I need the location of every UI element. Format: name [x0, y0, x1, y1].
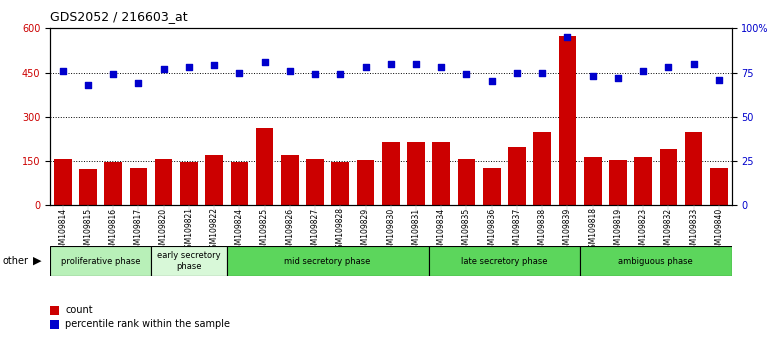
- Point: [486, 79, 498, 84]
- Bar: [226, 246, 429, 276]
- Bar: [660, 149, 678, 205]
- Bar: [281, 155, 299, 205]
- Point: [410, 61, 422, 67]
- Text: ambiguous phase: ambiguous phase: [618, 257, 693, 266]
- Point: [536, 70, 548, 75]
- Text: percentile rank within the sample: percentile rank within the sample: [65, 319, 230, 329]
- Text: proliferative phase: proliferative phase: [61, 257, 140, 266]
- Text: GSM109833: GSM109833: [689, 207, 698, 254]
- Point: [208, 63, 220, 68]
- Text: GSM109822: GSM109822: [209, 207, 219, 253]
- Text: late secretory phase: late secretory phase: [461, 257, 547, 266]
- Bar: [104, 162, 122, 205]
- Bar: [609, 160, 627, 205]
- Bar: [129, 167, 147, 205]
- Bar: [558, 36, 576, 205]
- Bar: [357, 160, 374, 205]
- Point: [259, 59, 271, 65]
- Point: [82, 82, 94, 88]
- Bar: [155, 159, 172, 205]
- Text: count: count: [65, 305, 93, 315]
- Bar: [429, 246, 580, 276]
- Bar: [508, 147, 526, 205]
- Text: GSM109836: GSM109836: [487, 207, 496, 254]
- Text: GSM109818: GSM109818: [588, 207, 598, 253]
- Bar: [382, 142, 400, 205]
- Text: GSM109831: GSM109831: [411, 207, 420, 253]
- Bar: [50, 246, 151, 276]
- Text: GDS2052 / 216603_at: GDS2052 / 216603_at: [50, 10, 188, 23]
- Bar: [79, 169, 97, 205]
- Point: [233, 70, 246, 75]
- Text: GSM109840: GSM109840: [715, 207, 723, 254]
- Point: [157, 66, 169, 72]
- Text: GSM109839: GSM109839: [563, 207, 572, 254]
- Bar: [584, 156, 601, 205]
- Point: [713, 77, 725, 82]
- Text: GSM109828: GSM109828: [336, 207, 345, 253]
- Text: GSM109826: GSM109826: [286, 207, 294, 253]
- Text: GSM109830: GSM109830: [387, 207, 395, 254]
- Point: [637, 68, 649, 74]
- Bar: [634, 156, 652, 205]
- Text: GSM109835: GSM109835: [462, 207, 471, 254]
- Text: mid secretory phase: mid secretory phase: [284, 257, 371, 266]
- Bar: [230, 162, 248, 205]
- Text: GSM109827: GSM109827: [310, 207, 320, 253]
- Text: GSM109814: GSM109814: [59, 207, 67, 253]
- Bar: [483, 167, 501, 205]
- Text: GSM109817: GSM109817: [134, 207, 143, 253]
- Text: GSM109815: GSM109815: [83, 207, 92, 253]
- Point: [587, 73, 599, 79]
- Point: [182, 64, 195, 70]
- Bar: [407, 142, 425, 205]
- Point: [384, 61, 397, 67]
- Bar: [685, 132, 702, 205]
- Text: GSM109819: GSM109819: [614, 207, 622, 253]
- Text: GSM109834: GSM109834: [437, 207, 446, 254]
- Point: [688, 61, 700, 67]
- Bar: [457, 159, 475, 205]
- Text: ▶: ▶: [33, 256, 42, 266]
- Text: other: other: [2, 256, 28, 266]
- Point: [132, 80, 145, 86]
- Point: [360, 64, 372, 70]
- Text: early secretory
phase: early secretory phase: [157, 251, 221, 271]
- Text: GSM109816: GSM109816: [109, 207, 118, 253]
- Text: GSM109824: GSM109824: [235, 207, 244, 253]
- Point: [460, 72, 473, 77]
- Point: [435, 64, 447, 70]
- Bar: [206, 155, 223, 205]
- Text: GSM109829: GSM109829: [361, 207, 370, 253]
- Point: [334, 72, 346, 77]
- Bar: [710, 167, 728, 205]
- Text: GSM109820: GSM109820: [159, 207, 168, 253]
- Point: [309, 72, 321, 77]
- Bar: [151, 246, 226, 276]
- Text: GSM109825: GSM109825: [260, 207, 269, 253]
- Bar: [180, 162, 198, 205]
- Bar: [256, 128, 273, 205]
- Bar: [433, 142, 450, 205]
- Bar: [534, 132, 551, 205]
- Bar: [306, 159, 324, 205]
- Text: GSM109838: GSM109838: [537, 207, 547, 253]
- Point: [612, 75, 624, 81]
- Point: [107, 72, 119, 77]
- Bar: [331, 162, 349, 205]
- Text: GSM109821: GSM109821: [184, 207, 193, 253]
- Point: [56, 68, 69, 74]
- Text: GSM109823: GSM109823: [638, 207, 648, 253]
- Point: [283, 68, 296, 74]
- Point: [561, 34, 574, 40]
- Bar: [580, 246, 731, 276]
- Bar: [54, 159, 72, 205]
- Point: [511, 70, 523, 75]
- Text: GSM109832: GSM109832: [664, 207, 673, 253]
- Point: [662, 64, 675, 70]
- Text: GSM109837: GSM109837: [513, 207, 521, 254]
